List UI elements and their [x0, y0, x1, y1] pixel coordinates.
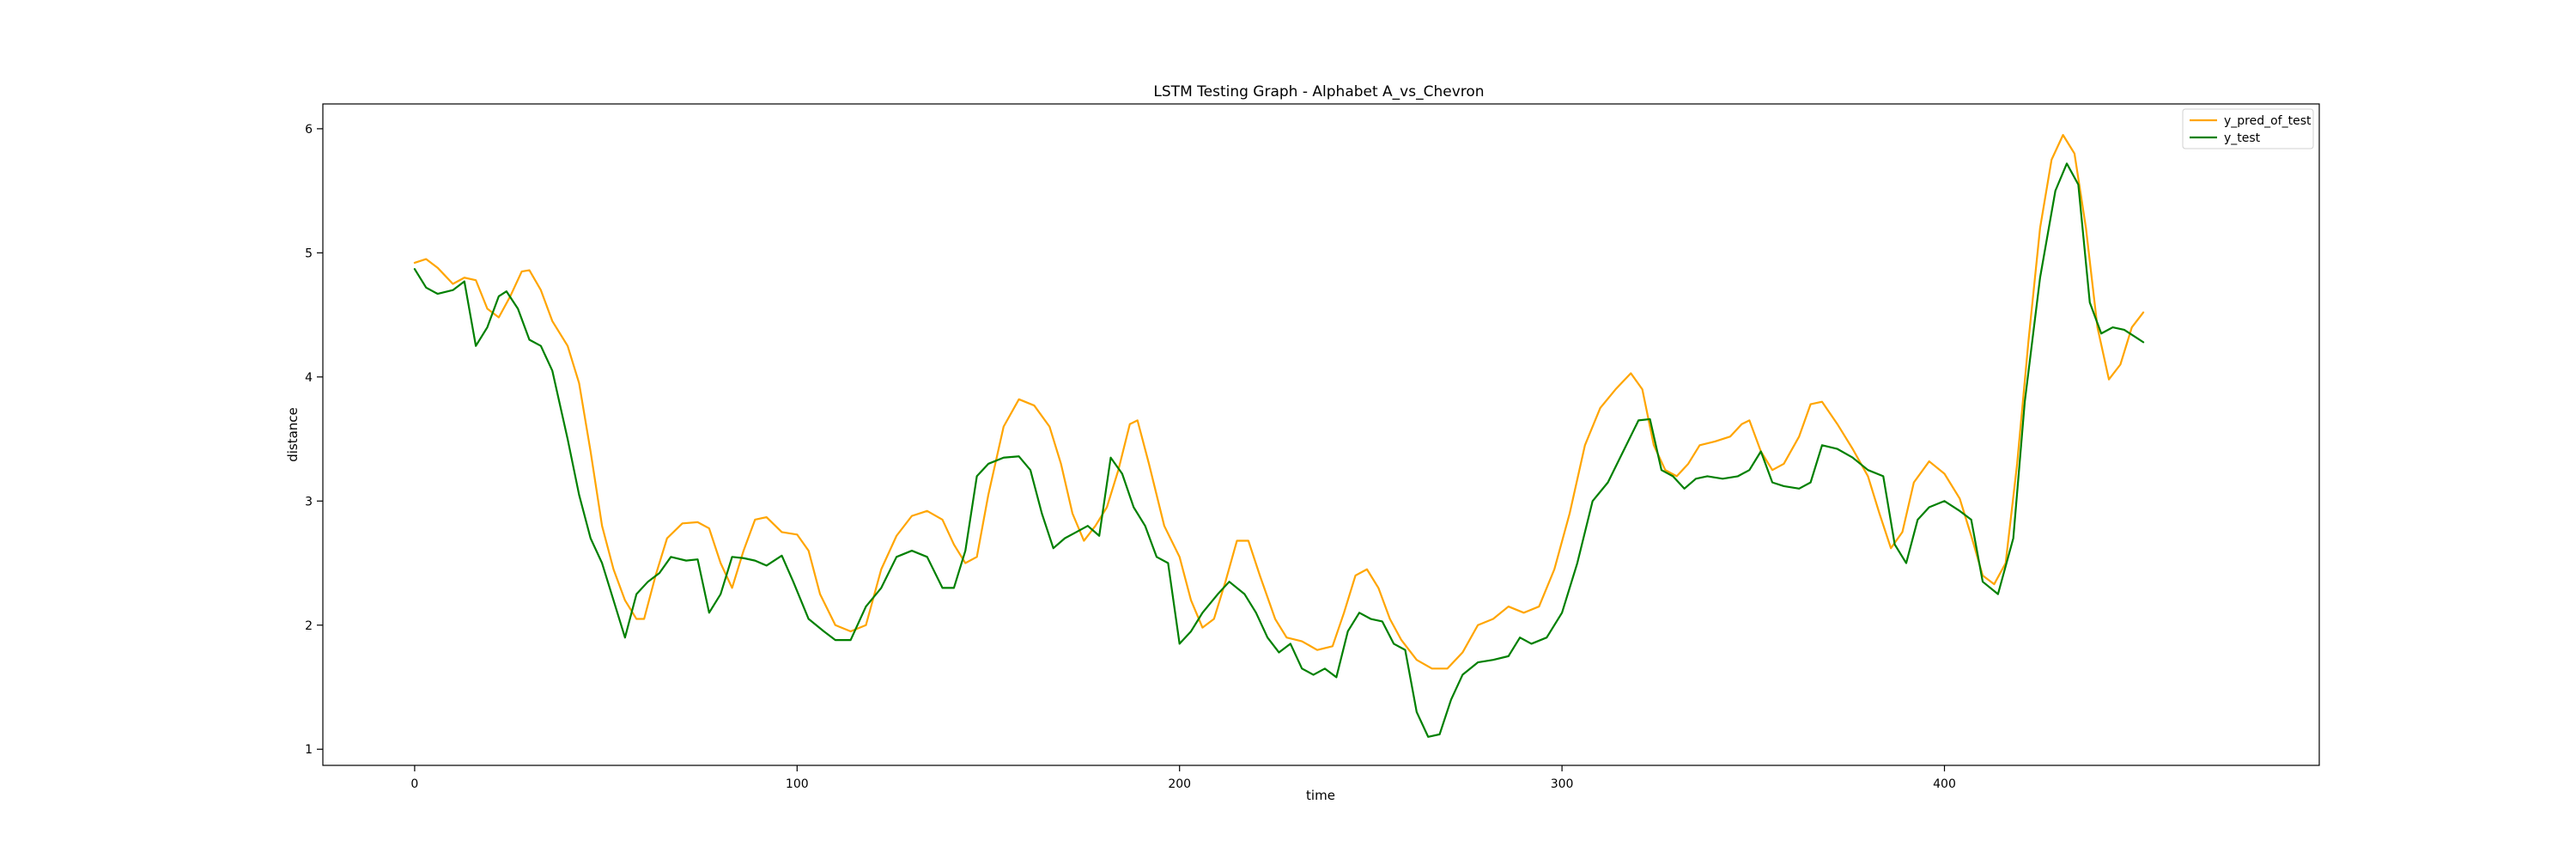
- series-line-y-pred-of-test: [413, 134, 2145, 670]
- x-tick-label: 200: [1168, 777, 1191, 791]
- y-tick-label: 5: [305, 247, 313, 260]
- series-layer: [413, 134, 2145, 738]
- x-axis-ticks: 0 100 200 300 400: [410, 765, 1956, 791]
- y-tick-label: 1: [305, 743, 313, 757]
- x-tick-label: 300: [1551, 777, 1574, 791]
- legend: y_pred_of_test y_test: [2182, 108, 2314, 149]
- y-axis-label: distance: [285, 407, 301, 462]
- y-axis-ticks: 1 2 3 4 5 6: [305, 123, 323, 757]
- y-tick-label: 4: [305, 371, 313, 385]
- legend-label-y-pred-of-test: y_pred_of_test: [2224, 114, 2312, 128]
- x-tick-label: 0: [410, 777, 418, 791]
- legend-label-y-test: y_test: [2224, 131, 2261, 145]
- legend-box: [2182, 108, 2314, 149]
- x-tick-label: 100: [786, 777, 809, 791]
- x-axis-label: time: [1306, 788, 1335, 803]
- plot-frame: [322, 103, 2320, 766]
- plot-area: 0 100 200 300 400 1 2 3 4 5 6: [305, 103, 2320, 791]
- y-tick-label: 2: [305, 619, 313, 633]
- y-tick-label: 3: [305, 495, 313, 509]
- chart-title: LSTM Testing Graph - Alphabet A_vs_Chevr…: [1153, 83, 1484, 101]
- series-line-y-test: [413, 162, 2145, 738]
- x-tick-label: 400: [1933, 777, 1956, 791]
- y-tick-label: 6: [305, 123, 313, 137]
